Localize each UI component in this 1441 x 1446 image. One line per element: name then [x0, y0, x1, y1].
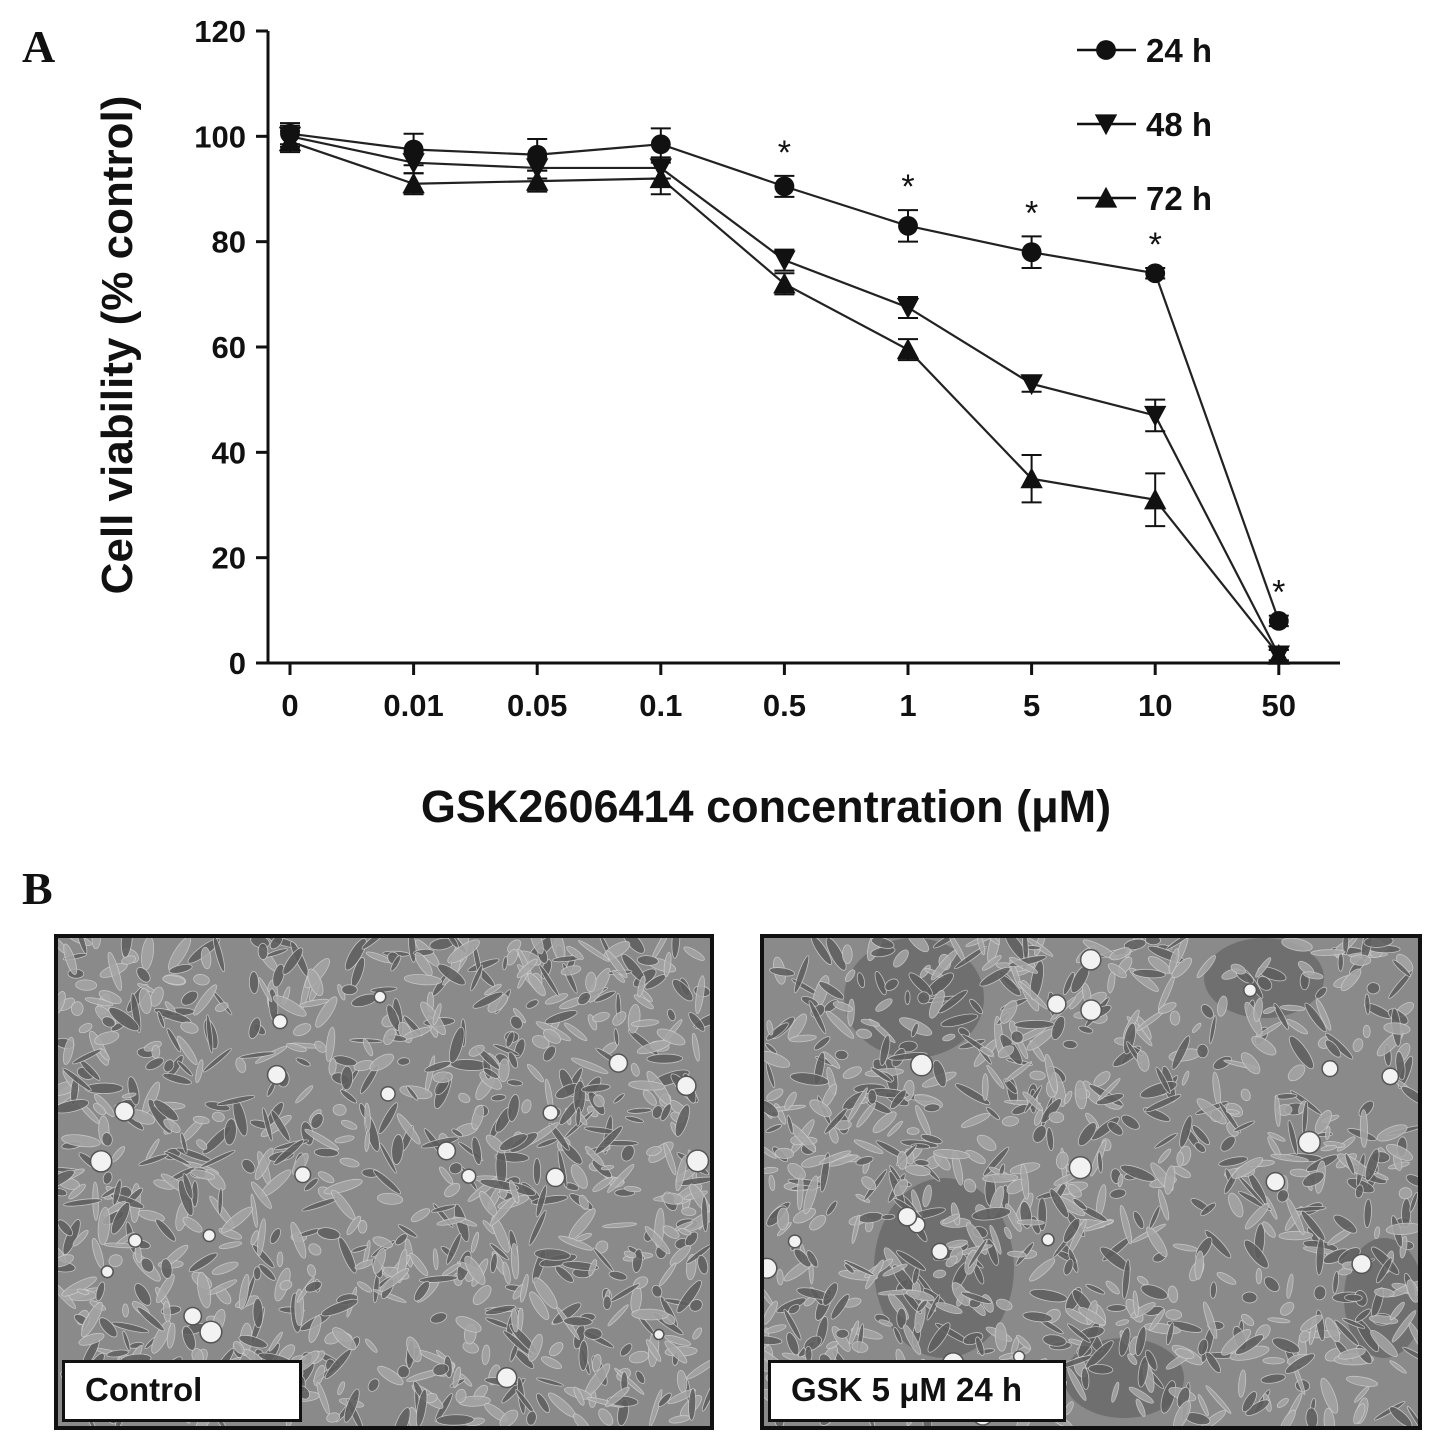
- data-point-triangle-down: [896, 297, 920, 319]
- data-point-circle: [1145, 263, 1166, 284]
- y-tick-label: 100: [194, 119, 246, 154]
- x-tick-label: 0.1: [639, 688, 682, 723]
- data-point-triangle-up: [278, 130, 302, 152]
- data-point-triangle-down: [1144, 405, 1167, 427]
- data-point-triangle-up: [1144, 488, 1167, 510]
- x-tick-label: 0: [281, 688, 298, 723]
- series-line-72h: [289, 140, 1280, 656]
- legend-label: 24 h: [1146, 32, 1212, 69]
- data-point-triangle-up: [1267, 643, 1290, 665]
- cell-image-control: [58, 938, 710, 1426]
- data-point-triangle-up: [526, 169, 549, 191]
- data-point-triangle-up: [896, 338, 920, 360]
- data-point-triangle-up: [1020, 467, 1043, 489]
- y-tick-label: 80: [212, 225, 246, 260]
- data-point-triangle-up: [649, 167, 672, 189]
- x-tick-label: 0.01: [383, 688, 443, 723]
- micrograph-caption-control: Control: [62, 1360, 302, 1422]
- significance-star: *: [1272, 574, 1285, 612]
- data-markers: [278, 123, 1290, 667]
- x-tick-label: 10: [1138, 688, 1172, 723]
- data-point-triangle-up: [1094, 186, 1118, 208]
- data-point-circle: [650, 134, 671, 155]
- y-tick-label: 0: [229, 646, 246, 681]
- data-point-circle: [774, 176, 795, 197]
- series-line-48h: [289, 135, 1280, 656]
- data-point-circle: [1096, 40, 1116, 60]
- y-tick-label: 20: [212, 541, 246, 576]
- y-tick-label: 120: [194, 14, 246, 49]
- x-tick-label: 0.05: [507, 688, 567, 723]
- data-point-triangle-down: [402, 153, 425, 174]
- series-lines: [289, 132, 1280, 656]
- data-point-triangle-down: [526, 158, 549, 180]
- significance-markers: * * * * *: [778, 134, 1286, 612]
- x-tick-label: 5: [1023, 688, 1040, 723]
- y-axis-label: Cell viability (% control): [93, 96, 142, 595]
- data-point-triangle-up: [402, 172, 425, 194]
- error-bars: [280, 122, 1289, 662]
- panel-b-label: B: [22, 863, 53, 914]
- data-point-circle: [1268, 610, 1289, 631]
- panel-a-label: A: [22, 21, 56, 72]
- micrograph-gsk-treated: GSK 5 μM 24 h: [760, 934, 1422, 1430]
- chart-axes: 0 20 40 60 80 100 120 0 0.01 0.05 0.1 0.5 1 5 10 50: [194, 14, 1340, 723]
- data-point-triangle-down: [773, 250, 796, 272]
- legend-label: 48 h: [1146, 106, 1212, 143]
- legend-label: 72 h: [1146, 180, 1212, 217]
- chart-legend: 24 h 48 h 72 h: [1077, 32, 1212, 217]
- data-point-circle: [1021, 242, 1042, 263]
- significance-star: *: [778, 134, 791, 172]
- series-line-24h: [289, 132, 1280, 622]
- y-tick-label: 60: [212, 330, 246, 365]
- micrograph-caption-gsk: GSK 5 μM 24 h: [768, 1360, 1066, 1422]
- data-point-triangle-down: [1020, 374, 1043, 396]
- data-point-circle: [898, 215, 918, 236]
- y-tick-label: 40: [212, 435, 246, 470]
- x-tick-label: 50: [1262, 688, 1296, 723]
- data-point-triangle-down: [1094, 114, 1118, 136]
- cell-image-gsk-treated: [764, 938, 1418, 1426]
- x-tick-label: 0.5: [763, 688, 806, 723]
- x-tick-label: 1: [899, 688, 916, 723]
- micrograph-control: Control: [54, 934, 714, 1430]
- significance-star: *: [901, 168, 914, 206]
- significance-star: *: [1149, 226, 1162, 264]
- data-point-triangle-up: [773, 272, 796, 294]
- significance-star: *: [1025, 194, 1038, 232]
- x-axis-label: GSK2606414 concentration (μM): [421, 781, 1111, 832]
